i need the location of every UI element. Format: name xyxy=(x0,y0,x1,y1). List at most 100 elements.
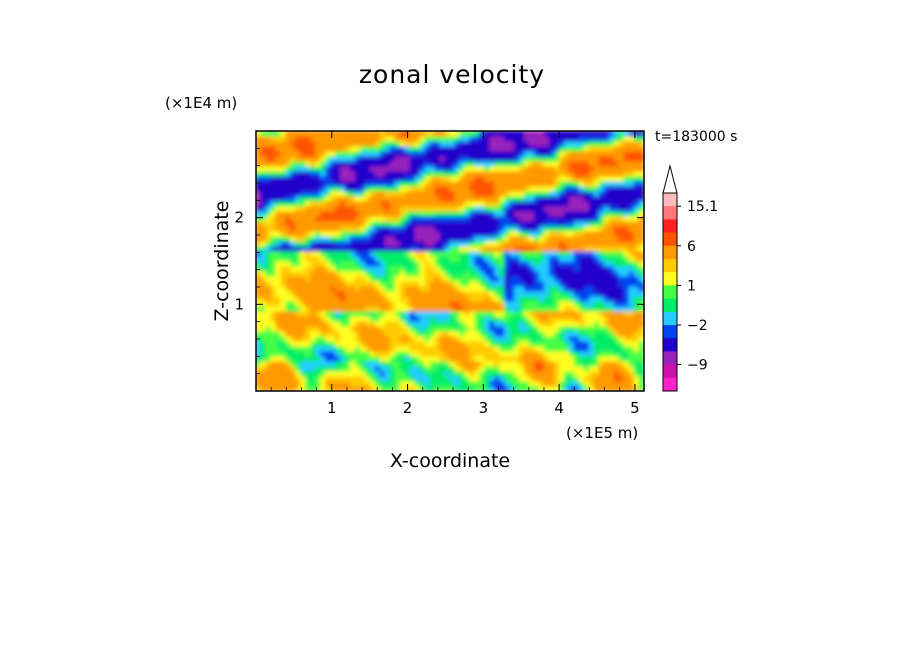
field-cell xyxy=(553,360,560,367)
field-cell xyxy=(409,145,416,152)
field-cell xyxy=(573,295,580,302)
field-cell xyxy=(628,345,635,352)
field-cell xyxy=(583,170,590,177)
field-cell xyxy=(350,220,356,227)
field-cell xyxy=(638,190,644,197)
field-cell xyxy=(464,315,471,322)
field-cell xyxy=(489,131,496,137)
field-cell xyxy=(623,350,630,357)
field-cell xyxy=(563,265,570,272)
field-cell xyxy=(563,375,570,382)
field-cell xyxy=(275,335,282,342)
field-cell xyxy=(474,375,481,382)
field-cell xyxy=(389,220,396,227)
field-cell xyxy=(320,290,327,297)
field-cell xyxy=(424,385,431,391)
field-cell xyxy=(638,380,644,387)
field-cell xyxy=(593,240,600,247)
field-cell xyxy=(633,185,640,192)
field-cell xyxy=(459,260,466,267)
field-cell xyxy=(320,135,327,142)
field-cell xyxy=(340,185,347,192)
field-cell xyxy=(544,205,550,212)
field-cell xyxy=(315,340,322,347)
field-cell xyxy=(494,285,501,292)
field-cell xyxy=(623,330,630,337)
field-cell xyxy=(280,265,287,272)
field-cell xyxy=(275,285,282,292)
colorbar-swatch xyxy=(663,272,677,286)
field-cell xyxy=(359,345,366,352)
field-cell xyxy=(404,365,411,372)
field-cell xyxy=(633,205,640,212)
field-cell xyxy=(524,250,531,257)
field-cell xyxy=(439,285,446,292)
field-cell xyxy=(389,225,396,232)
field-cell xyxy=(414,310,421,317)
field-cell xyxy=(275,365,282,372)
field-cell xyxy=(608,335,615,342)
field-cell xyxy=(404,355,411,362)
field-cell xyxy=(568,385,575,391)
field-cell xyxy=(404,215,411,222)
field-cell xyxy=(429,160,436,167)
field-cell xyxy=(345,180,352,187)
field-cell xyxy=(484,210,491,217)
field-cell xyxy=(374,340,381,347)
field-cell xyxy=(583,190,590,197)
field-cell xyxy=(414,275,421,282)
field-cell xyxy=(588,360,595,367)
field-cell xyxy=(459,135,466,142)
x-tick-label: 2 xyxy=(403,399,413,417)
field-cell xyxy=(464,370,471,377)
field-cell xyxy=(414,315,421,322)
field-cell xyxy=(364,145,371,152)
field-cell xyxy=(449,175,456,182)
field-cell xyxy=(389,350,396,357)
field-cell xyxy=(280,385,287,391)
field-cell xyxy=(509,265,516,272)
field-cell xyxy=(449,131,456,137)
field-cell xyxy=(345,315,352,322)
field-cell xyxy=(509,160,516,167)
field-cell xyxy=(529,320,536,327)
field-cell xyxy=(340,320,347,327)
field-cell xyxy=(364,275,371,282)
field-cell xyxy=(335,310,342,317)
field-cell xyxy=(399,380,406,387)
field-cell xyxy=(256,330,262,337)
field-cell xyxy=(310,250,317,257)
field-cell xyxy=(359,300,366,307)
field-cell xyxy=(638,280,644,287)
field-cell xyxy=(553,355,560,362)
field-cell xyxy=(295,310,302,317)
field-cell xyxy=(275,210,282,217)
field-cell xyxy=(558,280,565,287)
field-cell xyxy=(509,131,516,137)
field-cell xyxy=(568,210,575,217)
field-cell xyxy=(265,265,272,272)
velocity-field xyxy=(256,131,644,391)
field-cell xyxy=(568,335,575,342)
field-cell xyxy=(275,235,282,242)
field-cell xyxy=(369,200,376,207)
field-cell xyxy=(290,335,297,342)
field-cell xyxy=(335,180,342,187)
field-cell xyxy=(509,145,516,152)
field-cell xyxy=(285,275,292,282)
field-cell xyxy=(534,170,541,177)
field-cell xyxy=(504,265,511,272)
field-cell xyxy=(325,325,332,332)
field-cell xyxy=(608,135,615,142)
field-cell xyxy=(608,155,615,162)
field-cell xyxy=(613,315,620,322)
field-cell xyxy=(444,305,451,312)
field-cell xyxy=(608,190,615,197)
field-cell xyxy=(548,140,555,147)
field-cell xyxy=(499,155,506,162)
field-cell xyxy=(270,280,277,287)
field-cell xyxy=(285,155,292,162)
field-cell xyxy=(633,335,640,342)
field-cell xyxy=(464,175,471,182)
field-cell xyxy=(514,205,521,212)
